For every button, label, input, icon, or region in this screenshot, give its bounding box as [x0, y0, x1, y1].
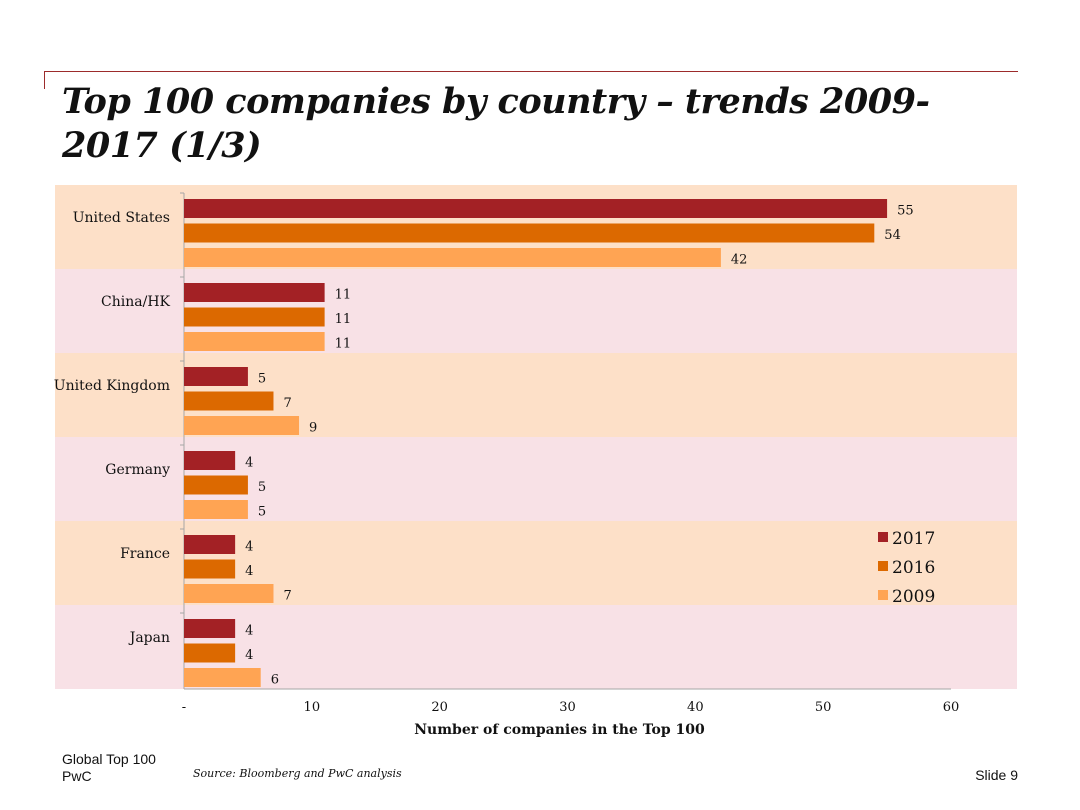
x-axis-title: Number of companies in the Top 100	[414, 722, 705, 738]
data-label: 5	[258, 480, 266, 495]
bar	[184, 283, 325, 302]
data-label: 4	[245, 564, 253, 579]
category-label: Japan	[128, 630, 170, 646]
bar	[184, 619, 236, 638]
data-label: 4	[245, 648, 253, 663]
legend-swatch	[878, 532, 888, 542]
x-tick-label: -	[182, 700, 186, 715]
bar	[184, 199, 888, 218]
bar	[184, 307, 325, 327]
bar	[184, 391, 274, 411]
legend-label: 2016	[892, 558, 935, 578]
data-label: 55	[897, 204, 914, 219]
x-tick-label: 10	[304, 700, 321, 715]
x-tick-label: 40	[687, 700, 704, 715]
footer-company: PwC	[62, 768, 92, 784]
legend-label: 2009	[892, 587, 935, 607]
bar	[184, 332, 325, 351]
bar	[184, 451, 236, 470]
data-label: 9	[309, 421, 317, 436]
data-label: 5	[258, 505, 266, 520]
data-label: 7	[283, 396, 291, 411]
bar	[184, 535, 236, 554]
x-tick-label: 50	[815, 700, 832, 715]
footer-block: Global Top 100 PwC	[62, 751, 156, 785]
bar	[184, 643, 236, 663]
data-label: 4	[245, 624, 253, 639]
bar	[184, 475, 248, 495]
data-label: 6	[271, 673, 279, 688]
bar	[184, 500, 248, 519]
x-tick-label: 30	[559, 700, 576, 715]
bar	[184, 668, 261, 687]
slide-title: Top 100 companies by country – trends 20…	[62, 81, 930, 166]
legend-swatch	[878, 590, 888, 600]
header-rule-tick	[44, 71, 45, 89]
data-label: 11	[335, 337, 352, 352]
category-label: United Kingdom	[54, 378, 170, 394]
bar	[184, 223, 875, 243]
x-tick-label: 20	[431, 700, 448, 715]
bar	[184, 367, 248, 386]
data-label: 4	[245, 540, 253, 555]
data-label: 11	[335, 312, 352, 327]
legend-label: 2017	[892, 529, 935, 549]
x-tick-label: 60	[943, 700, 960, 715]
category-label: Germany	[105, 462, 170, 478]
slide-number: Slide 9	[975, 767, 1018, 783]
data-label: 42	[731, 253, 748, 268]
data-label: 7	[283, 589, 291, 604]
data-label: 11	[335, 288, 352, 303]
bar	[184, 584, 274, 603]
bar	[184, 559, 236, 579]
source-note: Source: Bloomberg and PwC analysis	[193, 767, 402, 780]
footer-report-name: Global Top 100	[62, 751, 156, 767]
legend-swatch	[878, 561, 888, 571]
category-label: China/HK	[101, 294, 170, 310]
category-label: United States	[73, 210, 170, 226]
bar	[184, 248, 721, 267]
data-label: 5	[258, 372, 266, 387]
bar	[184, 416, 300, 435]
data-label: 4	[245, 456, 253, 471]
data-label: 54	[884, 228, 901, 243]
header-rule	[44, 71, 1018, 72]
category-label: France	[120, 546, 170, 562]
